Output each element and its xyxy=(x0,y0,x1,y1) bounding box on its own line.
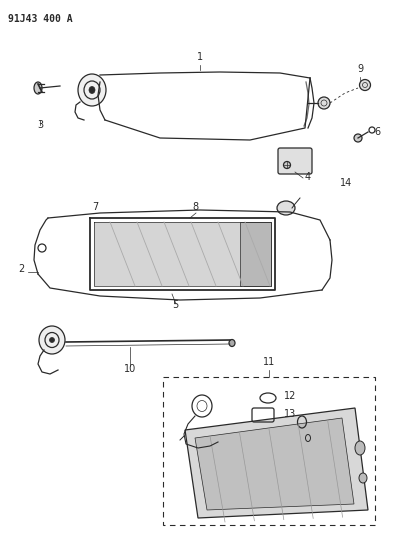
Text: 6: 6 xyxy=(374,127,380,137)
Ellipse shape xyxy=(283,161,291,168)
Bar xyxy=(94,222,271,286)
Ellipse shape xyxy=(78,74,106,106)
Text: 9: 9 xyxy=(357,64,363,74)
Text: 11: 11 xyxy=(263,357,275,367)
Text: 91J43 400 A: 91J43 400 A xyxy=(8,14,73,24)
Ellipse shape xyxy=(355,441,365,455)
Text: 14: 14 xyxy=(340,178,352,188)
Text: 8: 8 xyxy=(192,202,198,212)
Ellipse shape xyxy=(50,337,54,343)
Ellipse shape xyxy=(359,473,367,483)
Ellipse shape xyxy=(39,326,65,354)
Text: 7: 7 xyxy=(92,202,98,212)
Polygon shape xyxy=(195,418,354,510)
Text: 13: 13 xyxy=(284,409,296,419)
Text: 10: 10 xyxy=(124,364,136,374)
Text: 4: 4 xyxy=(305,172,311,182)
Text: 12: 12 xyxy=(284,391,297,401)
Ellipse shape xyxy=(89,86,95,93)
Ellipse shape xyxy=(318,97,330,109)
Text: 3: 3 xyxy=(37,120,43,130)
Text: 5: 5 xyxy=(172,300,178,310)
Ellipse shape xyxy=(360,79,370,91)
Ellipse shape xyxy=(277,201,295,215)
Bar xyxy=(240,222,271,286)
Ellipse shape xyxy=(354,134,362,142)
Ellipse shape xyxy=(229,340,235,346)
Ellipse shape xyxy=(34,82,42,94)
Text: 2: 2 xyxy=(18,264,24,274)
Bar xyxy=(163,377,375,525)
FancyBboxPatch shape xyxy=(278,148,312,174)
Text: 1: 1 xyxy=(197,52,203,62)
Polygon shape xyxy=(185,408,368,518)
